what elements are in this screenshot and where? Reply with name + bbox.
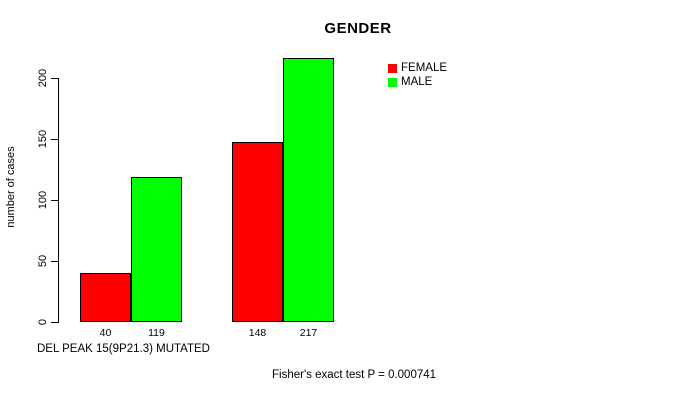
legend-swatch-icon: [388, 63, 397, 73]
legend: FEMALE MALE: [388, 61, 447, 89]
bar-value-label: 119: [148, 327, 165, 339]
bar-value-label: 40: [99, 327, 112, 339]
legend-label: FEMALE: [401, 62, 448, 74]
bar-male-group1: [131, 177, 182, 322]
x-group-label: DEL PEAK 15(9P21.3) MUTATED: [37, 343, 210, 355]
y-tick-label: 100: [37, 191, 49, 210]
bar-value-label: 217: [299, 327, 318, 339]
legend-item-male: MALE: [388, 75, 447, 89]
y-axis-line: [58, 78, 59, 323]
legend-swatch-icon: [388, 77, 397, 87]
bar-female-group2: [232, 142, 283, 322]
chart-title: GENDER: [324, 20, 392, 37]
legend-label: MALE: [401, 76, 433, 88]
y-axis-label: number of cases: [5, 146, 17, 228]
y-tick-label: 50: [37, 254, 49, 268]
stats-note: Fisher's exact test P = 0.000741: [272, 369, 437, 381]
bar-female-group1: [80, 273, 131, 322]
bar-male-group2: [283, 58, 334, 322]
y-tick-label: 150: [37, 130, 49, 149]
y-tick: [51, 260, 58, 262]
y-tick: [51, 321, 58, 323]
y-tick: [51, 199, 58, 201]
y-tick-label: 200: [37, 69, 49, 88]
legend-item-female: FEMALE: [388, 61, 447, 75]
bar-value-label: 148: [248, 327, 267, 339]
y-tick: [51, 138, 58, 140]
y-tick: [51, 77, 58, 79]
